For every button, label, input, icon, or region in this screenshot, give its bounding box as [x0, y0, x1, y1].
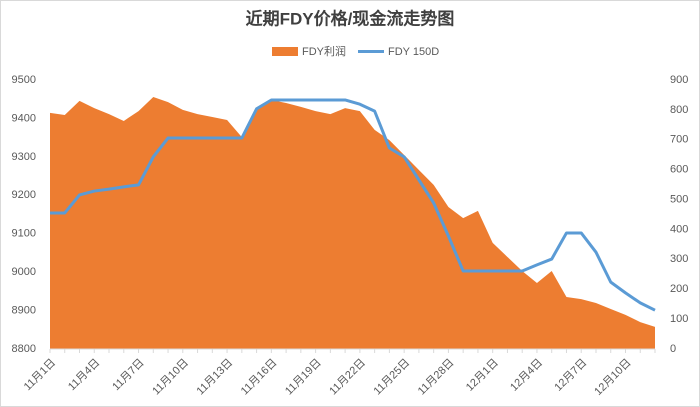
y2-tick-label: 700 — [670, 134, 688, 146]
y-tick-label: 9300 — [12, 151, 36, 163]
legend-label: FDY利润 — [302, 44, 346, 58]
area — [50, 97, 655, 349]
y-tick-label: 8900 — [12, 304, 36, 316]
legend-label: FDY 150D — [388, 46, 439, 58]
y-tick-label: 9100 — [12, 228, 36, 240]
y2-tick-label: 500 — [670, 193, 688, 205]
y2-tick-label: 0 — [670, 343, 676, 355]
y-tick-label: 9000 — [12, 266, 36, 278]
y2-tick-label: 100 — [670, 313, 688, 325]
y-tick-label: 9500 — [12, 74, 36, 86]
chart-title: 近期FDY价格/现金流走势图 — [246, 8, 455, 28]
line — [50, 98, 656, 312]
y2-tick-label: 400 — [670, 223, 688, 235]
legend-swatch — [272, 47, 298, 56]
y2-tick-label: 600 — [670, 164, 688, 176]
y-tick-label: 9400 — [12, 112, 36, 124]
y2-tick-label: 200 — [670, 283, 688, 295]
y2-tick-label: 900 — [670, 74, 688, 86]
y-tick-label: 8800 — [12, 343, 36, 355]
y2-tick-label: 800 — [670, 104, 688, 116]
y-tick-label: 9200 — [12, 189, 36, 201]
y2-tick-label: 300 — [670, 253, 688, 265]
